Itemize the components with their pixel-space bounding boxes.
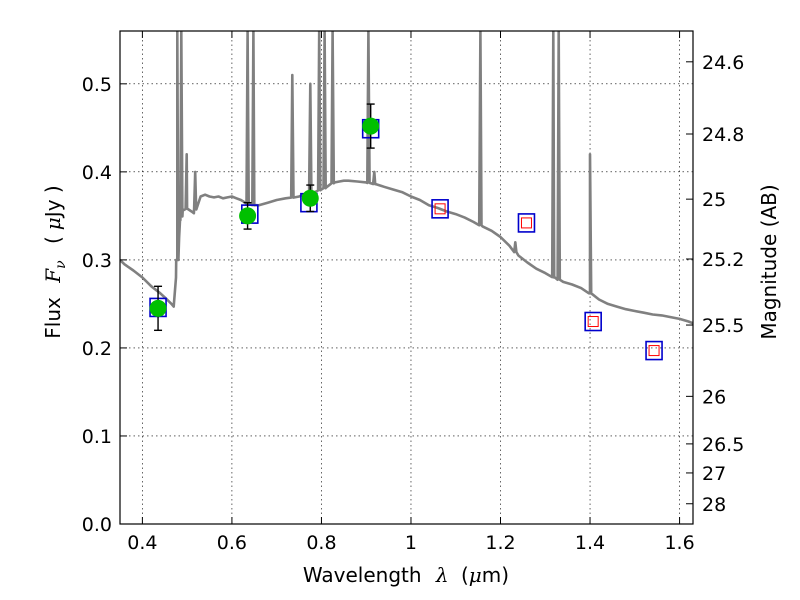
model-photometry-square [584, 311, 602, 332]
x-tick-label: 0.6 [217, 532, 247, 554]
y-tick-label: 0.5 [82, 74, 112, 96]
y-axis-label-symbol: F [41, 268, 65, 284]
y-axis-label-text: Flux [41, 297, 65, 339]
predicted-photometry-square [648, 345, 660, 357]
y2-tick-label: 24.8 [702, 124, 744, 146]
observed-photometry-point [239, 207, 257, 225]
y2-tick-label: 26.5 [702, 434, 744, 456]
x-axis-label: Wavelength λ (μm) [303, 563, 509, 587]
y2-tick-label: 27 [702, 463, 726, 485]
x-axis-label-text: Wavelength [303, 563, 422, 587]
y-axis-label-subscript: ν [53, 260, 69, 269]
y-axis-label-unit-rest: Jy ) [41, 185, 65, 219]
observed-photometry-point [362, 117, 380, 135]
y2-tick-label: 25 [702, 189, 726, 211]
x-axis-label-unit-mu: μ [469, 563, 482, 587]
y-tick-label: 0.4 [82, 162, 112, 184]
x-axis-label-unit-rest: m) [482, 563, 509, 587]
y-axis-label-unit-mu: μ [41, 217, 65, 230]
grid [120, 31, 693, 525]
model-spectrum [120, 31, 693, 325]
y-axis-label: Flux Fν ( μJy ) [41, 185, 70, 338]
plot-frame [119, 30, 694, 525]
model-photometry-square [645, 340, 663, 361]
y2-tick-label: 25.5 [702, 315, 744, 337]
y-tick-label: 0.0 [82, 514, 112, 536]
y2-tick-label: 28 [702, 494, 726, 516]
predicted-photometry-square [434, 203, 446, 215]
y-axis-label-unit-open: ( [41, 236, 65, 244]
model-photometry-square [517, 213, 536, 233]
x-tick-label: 1.2 [485, 532, 515, 554]
x-tick-label: 1 [405, 532, 417, 554]
model-spectrum-line [120, 31, 693, 325]
y-tick-label: 0.1 [82, 426, 112, 448]
x-tick-label: 1.6 [664, 532, 694, 554]
y-tick-label: 0.3 [82, 250, 112, 272]
ticks: 0.4 0.6 0.8 1 1.2 1.4 1.6 0.0 0.1 0.2 0.3 0.4 0.5 24.… [82, 31, 744, 554]
y2-axis-label: Magnitude (AB) [757, 184, 781, 339]
y-tick-label: 0.2 [82, 338, 112, 360]
predicted-photometry-square [587, 316, 599, 328]
y2-tick-label: 25.2 [702, 249, 744, 271]
x-tick-label: 0.4 [127, 532, 157, 554]
photometry-markers [149, 103, 663, 361]
y2-tick-label: 24.6 [702, 52, 744, 74]
predicted-photometry-square [520, 217, 532, 229]
y2-tick-label: 26 [702, 386, 726, 408]
observed-photometry-point [301, 189, 319, 207]
x-tick-label: 1.4 [575, 532, 605, 554]
observed-photometry-point [149, 299, 167, 317]
x-axis-label-symbol: λ [435, 563, 449, 587]
model-photometry-square [431, 199, 449, 219]
x-axis-label-unit-open: ( [461, 563, 469, 587]
x-tick-label: 0.8 [306, 532, 336, 554]
